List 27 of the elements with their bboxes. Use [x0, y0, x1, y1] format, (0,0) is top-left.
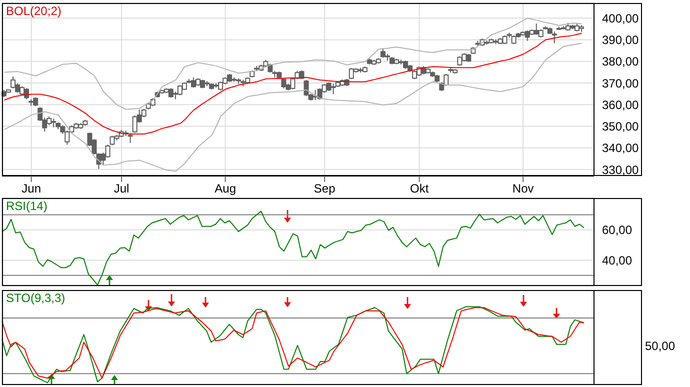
x-tick-label: Aug: [214, 182, 236, 196]
x-tick-label: Nov: [512, 182, 534, 196]
y-tick-label: 360,00: [602, 98, 640, 112]
line-series: [2, 210, 584, 286]
candlestick: [128, 132, 133, 144]
x-tick-label: Jun: [22, 182, 42, 196]
line-series: [4, 18, 582, 110]
chart-title: BOL(20;2): [6, 4, 62, 18]
y-tick-label: 60,00: [602, 223, 632, 238]
y-tick-label: 370,00: [602, 76, 640, 90]
line-series: [4, 42, 582, 172]
chart-title: RSI(14): [6, 199, 48, 213]
chart-title: STO(9,3,3): [6, 291, 66, 305]
y-tick-label: 330,00: [602, 162, 640, 177]
candlestick: [168, 88, 174, 98]
y-tick-label: 390,00: [602, 33, 640, 48]
x-tick-label: Okt: [410, 182, 430, 196]
candlestick: [552, 31, 557, 44]
text: 50,00: [645, 338, 676, 353]
y-tick-label: 340,00: [602, 141, 640, 156]
y-tick-label: 380,00: [602, 54, 640, 69]
y-tick-label: 400,00: [602, 11, 640, 26]
y-tick-label: 40,00: [602, 253, 632, 268]
x-tick-label: Sep: [314, 182, 336, 196]
y-tick-label: 350,00: [602, 120, 640, 134]
candlestick: [524, 30, 530, 42]
x-tick-label: Jul: [114, 182, 130, 196]
